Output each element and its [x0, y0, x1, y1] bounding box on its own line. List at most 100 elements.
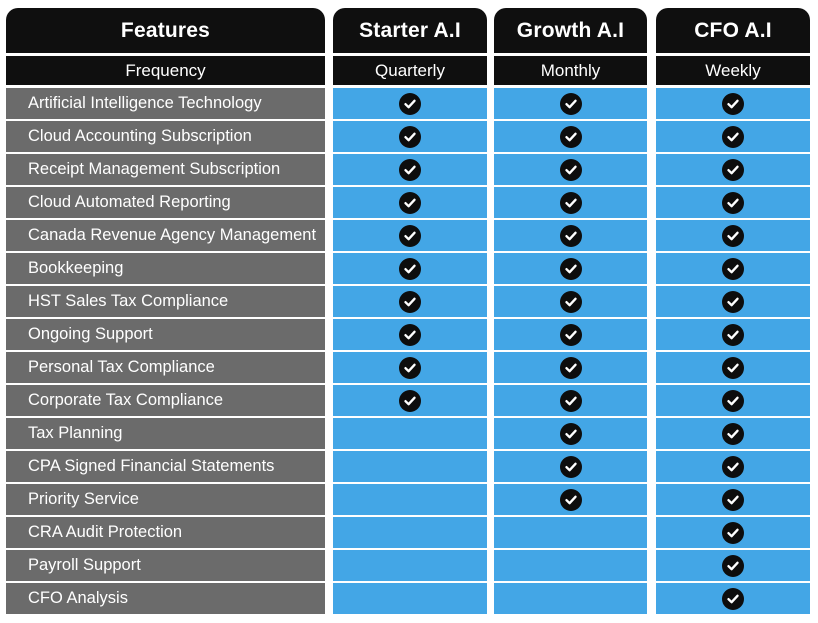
- plan-cell-growth: [494, 253, 647, 284]
- checkmark-circle-icon: [559, 191, 582, 214]
- plan-cell-starter: [333, 319, 487, 350]
- plan-cell-cfo: [656, 121, 810, 152]
- checkmark-circle-icon: [399, 92, 421, 115]
- feature-name: Tax Planning: [6, 418, 325, 449]
- plan-cell-growth: [494, 418, 647, 449]
- checkmark-circle-icon: [722, 488, 744, 511]
- plan-cell-starter: [333, 286, 487, 317]
- column-header-cfo: CFO A.I: [656, 8, 810, 53]
- plan-cell-growth: [494, 352, 647, 383]
- plan-cell-growth: [494, 517, 647, 548]
- plan-cell-cfo: [656, 583, 810, 614]
- checkmark-circle-icon: [722, 455, 744, 478]
- checkmark-circle-icon: [722, 521, 744, 544]
- checkmark-circle-icon: [722, 587, 744, 610]
- feature-name: CPA Signed Financial Statements: [6, 451, 325, 482]
- feature-name: Canada Revenue Agency Management: [6, 220, 325, 251]
- checkmark-circle-icon: [722, 191, 744, 214]
- checkmark-circle-icon: [722, 158, 744, 181]
- plan-cell-growth: [494, 550, 647, 581]
- plan-cell-starter: [333, 517, 487, 548]
- checkmark-circle-icon: [722, 356, 744, 379]
- plan-cell-growth: [494, 385, 647, 416]
- plan-cell-growth: [494, 187, 647, 218]
- plan-cell-cfo: [656, 319, 810, 350]
- checkmark-circle-icon: [559, 323, 582, 346]
- plan-cell-starter: [333, 187, 487, 218]
- checkmark-circle-icon: [722, 554, 744, 577]
- frequency-features: Frequency: [6, 56, 325, 85]
- feature-name: Priority Service: [6, 484, 325, 515]
- checkmark-circle-icon: [722, 389, 744, 412]
- feature-name: CRA Audit Protection: [6, 517, 325, 548]
- checkmark-circle-icon: [722, 92, 744, 115]
- checkmark-circle-icon: [399, 224, 421, 247]
- plan-cell-growth: [494, 583, 647, 614]
- checkmark-circle-icon: [399, 191, 421, 214]
- checkmark-circle-icon: [399, 125, 421, 148]
- plan-cell-cfo: [656, 517, 810, 548]
- column-header-starter: Starter A.I: [333, 8, 487, 53]
- checkmark-circle-icon: [722, 224, 744, 247]
- plan-cell-growth: [494, 220, 647, 251]
- plan-cell-cfo: [656, 484, 810, 515]
- frequency-growth: Monthly: [494, 56, 647, 85]
- checkmark-circle-icon: [559, 356, 582, 379]
- frequency-starter: Quarterly: [333, 56, 487, 85]
- frequency-cfo: Weekly: [656, 56, 810, 85]
- checkmark-circle-icon: [722, 323, 744, 346]
- plan-cell-growth: [494, 484, 647, 515]
- plan-cell-cfo: [656, 286, 810, 317]
- checkmark-circle-icon: [399, 257, 421, 280]
- checkmark-circle-icon: [722, 290, 744, 313]
- plan-cell-growth: [494, 121, 647, 152]
- column-header-growth: Growth A.I: [494, 8, 647, 53]
- feature-name: Personal Tax Compliance: [6, 352, 325, 383]
- feature-name: Ongoing Support: [6, 319, 325, 350]
- checkmark-circle-icon: [399, 356, 421, 379]
- checkmark-circle-icon: [722, 257, 744, 280]
- checkmark-circle-icon: [559, 290, 582, 313]
- checkmark-circle-icon: [559, 455, 582, 478]
- checkmark-circle-icon: [399, 389, 421, 412]
- feature-name: Corporate Tax Compliance: [6, 385, 325, 416]
- feature-name: CFO Analysis: [6, 583, 325, 614]
- checkmark-circle-icon: [559, 422, 582, 445]
- checkmark-circle-icon: [399, 158, 421, 181]
- plan-cell-cfo: [656, 451, 810, 482]
- plan-cell-growth: [494, 88, 647, 119]
- checkmark-circle-icon: [559, 158, 582, 181]
- plan-cell-starter: [333, 385, 487, 416]
- plan-cell-starter: [333, 550, 487, 581]
- checkmark-circle-icon: [559, 92, 582, 115]
- plan-cell-starter: [333, 352, 487, 383]
- plan-cell-cfo: [656, 88, 810, 119]
- plan-cell-cfo: [656, 187, 810, 218]
- plan-cell-cfo: [656, 352, 810, 383]
- plan-cell-cfo: [656, 385, 810, 416]
- feature-name: Cloud Accounting Subscription: [6, 121, 325, 152]
- plan-cell-starter: [333, 220, 487, 251]
- checkmark-circle-icon: [399, 323, 421, 346]
- plan-cell-cfo: [656, 253, 810, 284]
- plan-cell-cfo: [656, 154, 810, 185]
- checkmark-circle-icon: [722, 125, 744, 148]
- plan-cell-starter: [333, 484, 487, 515]
- plan-cell-starter: [333, 88, 487, 119]
- feature-name: Bookkeeping: [6, 253, 325, 284]
- plan-cell-growth: [494, 154, 647, 185]
- plan-cell-starter: [333, 121, 487, 152]
- feature-name: Payroll Support: [6, 550, 325, 581]
- plan-cell-starter: [333, 451, 487, 482]
- feature-name: Artificial Intelligence Technology: [6, 88, 325, 119]
- plan-cell-cfo: [656, 550, 810, 581]
- checkmark-circle-icon: [722, 422, 744, 445]
- checkmark-circle-icon: [559, 224, 582, 247]
- plan-cell-starter: [333, 154, 487, 185]
- feature-name: Cloud Automated Reporting: [6, 187, 325, 218]
- feature-name: HST Sales Tax Compliance: [6, 286, 325, 317]
- plan-cell-starter: [333, 418, 487, 449]
- plan-cell-growth: [494, 451, 647, 482]
- checkmark-circle-icon: [559, 488, 582, 511]
